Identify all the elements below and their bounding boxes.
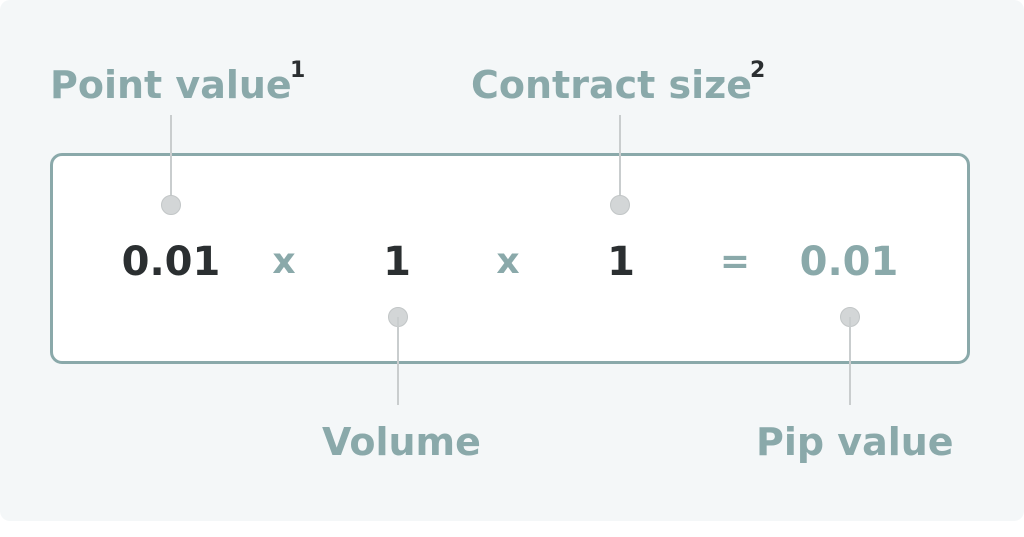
volume-term: 1 (383, 239, 411, 285)
formula-box (50, 153, 970, 364)
multiply-operator-1: x (272, 241, 296, 282)
contract-size-label: Contract size (471, 63, 753, 107)
multiply-operator-2: x (496, 241, 520, 282)
contract-size-connector (619, 115, 621, 205)
volume-label: Volume (322, 420, 481, 464)
point-value-label: Point value (50, 63, 292, 107)
contract-size-marker (610, 195, 630, 215)
point-value-marker (161, 195, 181, 215)
contract-size-term: 1 (607, 239, 635, 285)
contract-size-footnote: 2 (750, 58, 766, 83)
pip-value-result: 0.01 (799, 239, 899, 285)
pip-value-connector (849, 317, 851, 405)
point-value-term: 0.01 (121, 239, 221, 285)
volume-connector (397, 317, 399, 405)
point-value-connector (170, 115, 172, 205)
point-value-footnote: 1 (290, 58, 306, 83)
equals-operator: = (719, 241, 751, 282)
pip-value-label: Pip value (756, 420, 954, 464)
